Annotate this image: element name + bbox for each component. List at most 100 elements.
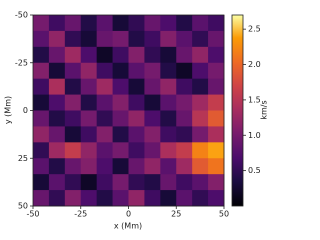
heatmap-cell xyxy=(144,15,161,32)
heatmap-cell xyxy=(192,174,209,191)
heatmap-cell xyxy=(144,30,161,48)
heatmap-cell xyxy=(64,62,82,80)
heatmap-cell xyxy=(96,142,113,159)
heatmap-cell xyxy=(176,142,193,159)
colorbar xyxy=(231,14,244,207)
heatmap-cell xyxy=(80,94,98,111)
heatmap-cell xyxy=(80,190,98,207)
heatmap-cell xyxy=(96,110,113,127)
heatmap-cell xyxy=(208,78,225,95)
heatmap-cell xyxy=(160,15,177,32)
heatmap-cell xyxy=(96,62,113,80)
heatmap-cell xyxy=(160,142,177,159)
heatmap-cell xyxy=(160,94,177,111)
heatmap-cell xyxy=(160,190,177,207)
heatmap-cell xyxy=(208,94,225,111)
heatmap-cell xyxy=(96,126,113,143)
heatmap-cell xyxy=(80,174,98,191)
heatmap-cell xyxy=(64,142,82,159)
heatmap-cell xyxy=(80,126,98,143)
heatmap-cell xyxy=(208,142,225,159)
heatmap-cell xyxy=(48,174,66,191)
heatmap-cell xyxy=(33,174,50,191)
heatmap-cell xyxy=(176,78,193,95)
heatmap-cell xyxy=(64,15,82,32)
heatmap-cell xyxy=(96,30,113,48)
heatmap-cell xyxy=(96,158,113,175)
heatmap-cell xyxy=(33,158,50,175)
heatmap-cell xyxy=(96,15,113,32)
heatmap-cell xyxy=(208,46,225,64)
heatmap-cell xyxy=(192,62,209,80)
heatmap-cell xyxy=(160,126,177,143)
heatmap-cell xyxy=(192,158,209,175)
heatmap-cell xyxy=(48,62,66,80)
heatmap-cell xyxy=(64,110,82,127)
heatmap-cell xyxy=(112,158,129,175)
heatmap-cell xyxy=(160,78,177,95)
heatmap-cell xyxy=(33,126,50,143)
x-tick-label: 50 xyxy=(219,210,229,219)
heatmap-cell xyxy=(33,30,50,48)
heatmap-cell xyxy=(33,190,50,207)
colorbar-tick-label: 2.0 xyxy=(248,60,261,69)
heatmap-cell xyxy=(160,62,177,80)
heatmap-cell xyxy=(112,174,129,191)
heatmap-cell xyxy=(160,46,177,64)
x-tick-label: 25 xyxy=(171,210,181,219)
heatmap-cell xyxy=(80,110,98,127)
heatmap-cell xyxy=(112,30,129,48)
heatmap-cell xyxy=(208,30,225,48)
heatmap-cell xyxy=(64,94,82,111)
y-axis-label: y (Mm) xyxy=(4,96,13,124)
heatmap-cell xyxy=(64,158,82,175)
heatmap-cell xyxy=(64,30,82,48)
heatmap-cell xyxy=(112,190,129,207)
heatmap-cell xyxy=(144,110,161,127)
heatmap-cell xyxy=(208,190,225,207)
heatmap-cell xyxy=(176,62,193,80)
heatmap-cell xyxy=(128,94,145,111)
heatmap-cell xyxy=(192,15,209,32)
heatmap-cell xyxy=(192,142,209,159)
heatmap-cell xyxy=(128,158,145,175)
heatmap-cell xyxy=(144,46,161,64)
heatmap-cell xyxy=(96,174,113,191)
heatmap-cell xyxy=(128,46,145,64)
heatmap-cell xyxy=(144,126,161,143)
heatmap-cell xyxy=(208,110,225,127)
heatmap-cell xyxy=(80,158,98,175)
heatmap-cell xyxy=(144,158,161,175)
heatmap-cell xyxy=(160,158,177,175)
heatmap-cell xyxy=(128,190,145,207)
heatmap-cell xyxy=(48,46,66,64)
heatmap-cell xyxy=(80,62,98,80)
heatmap-cell xyxy=(160,174,177,191)
heatmap-cell xyxy=(176,15,193,32)
heatmap-cell xyxy=(48,110,66,127)
heatmap-cell xyxy=(96,78,113,95)
heatmap-cell xyxy=(128,30,145,48)
heatmap-cell xyxy=(144,78,161,95)
heatmap-cell xyxy=(33,15,50,32)
heatmap-cell xyxy=(80,46,98,64)
heatmap-cell xyxy=(64,174,82,191)
y-tick-label: -50 xyxy=(15,11,28,20)
heatmap-cell xyxy=(192,30,209,48)
y-tick-label: 0 xyxy=(23,106,28,115)
heatmap-cell xyxy=(176,174,193,191)
heatmap-cell xyxy=(64,190,82,207)
heatmap-cell xyxy=(176,110,193,127)
y-tick-label: 25 xyxy=(18,154,28,163)
x-tick-label: -25 xyxy=(74,210,87,219)
heatmap-cell xyxy=(128,62,145,80)
heatmap-cell xyxy=(144,190,161,207)
heatmap-cell xyxy=(160,30,177,48)
heatmap-cell xyxy=(33,78,50,95)
heatmap-cell xyxy=(96,94,113,111)
y-tick-label: 50 xyxy=(18,202,28,211)
heatmap-cell xyxy=(192,110,209,127)
heatmap-cell xyxy=(80,30,98,48)
heatmap-cell xyxy=(192,190,209,207)
heatmap-cell xyxy=(48,30,66,48)
